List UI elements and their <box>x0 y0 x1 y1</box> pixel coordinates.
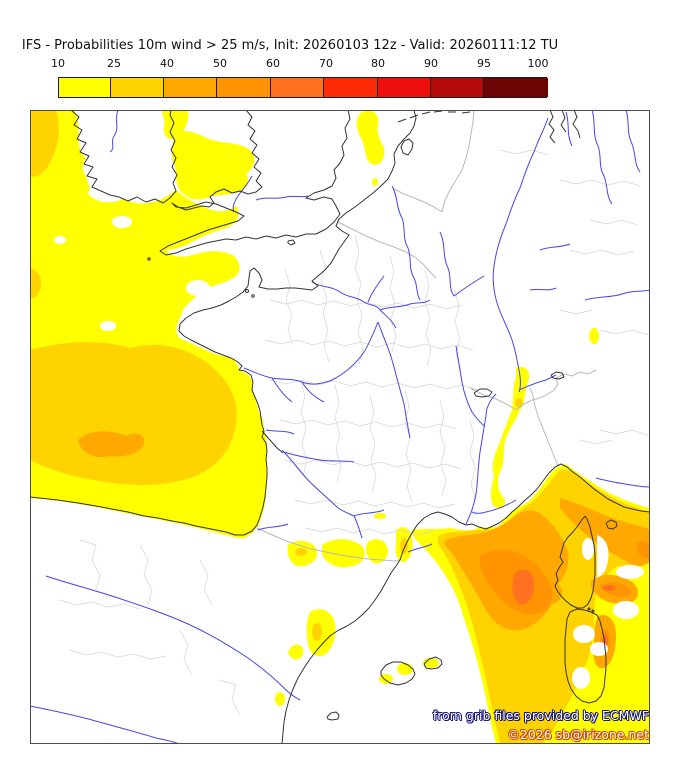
lake-constance <box>550 371 565 380</box>
colorbar-cell-25 <box>111 78 164 97</box>
rivers <box>30 110 650 744</box>
coast-mallorca <box>380 661 416 686</box>
colorbar-tick-95: 95 <box>477 57 491 70</box>
map-frame <box>30 110 650 744</box>
coast-ijsselmeer <box>400 138 414 156</box>
coast-france-med <box>399 463 650 561</box>
admin-boundaries <box>59 149 649 716</box>
colorbar-tick-10: 10 <box>51 57 65 70</box>
coast-channel-island-1 <box>245 289 249 293</box>
coast-continent-atlantic <box>30 110 417 536</box>
coast-sardinia <box>564 608 607 704</box>
probability-colorbar <box>58 77 548 98</box>
lake-geneva <box>473 388 493 398</box>
coast-maddalena-2 <box>591 609 595 613</box>
colorbar-tick-80: 80 <box>371 57 385 70</box>
colorbar-cell-80 <box>378 78 431 97</box>
mediterranean-white-gaps <box>572 535 644 689</box>
colorbar-tick-25: 25 <box>107 57 121 70</box>
coast-ireland <box>70 110 178 204</box>
colorbar-cell-50 <box>217 78 271 97</box>
colorbar-cell-70 <box>324 78 378 97</box>
colorbar-tick-50: 50 <box>213 57 227 70</box>
page-title: IFS - Probabilities 10m wind > 25 m/s, I… <box>21 38 559 53</box>
credit-copyright: ©2026 sb@irizone.net <box>507 727 649 742</box>
map-svg <box>30 110 650 744</box>
coast-gironde <box>261 430 284 454</box>
coast-corsica <box>554 515 596 609</box>
coast-great-britain <box>159 110 351 256</box>
colorbar-cell-90 <box>431 78 484 97</box>
colorbar-cell-10 <box>59 78 111 97</box>
colorbar-cell-95 <box>484 78 548 97</box>
coast-isle-of-wight <box>287 239 296 246</box>
coast-ibiza <box>326 711 340 721</box>
coast-frisian-islands <box>397 110 471 123</box>
colorbar-tick-40: 40 <box>160 57 174 70</box>
colorbar-tick-60: 60 <box>266 57 280 70</box>
colorbar-tick-90: 90 <box>424 57 438 70</box>
coastlines <box>30 110 650 744</box>
map-canvas <box>30 110 650 744</box>
colorbar-tick-70: 70 <box>319 57 333 70</box>
coast-scilly <box>147 257 151 261</box>
coast-menorca <box>423 656 443 670</box>
coast-elba <box>605 519 618 530</box>
colorbar-tick-labels: 10 25 40 50 60 70 80 90 95 100 <box>0 57 680 71</box>
colorbar-cell-60 <box>271 78 324 97</box>
field-white-gaps <box>54 216 210 331</box>
coast-german-bight <box>548 110 581 144</box>
colorbar-cell-40 <box>164 78 217 97</box>
coast-maddalena-1 <box>587 607 591 611</box>
colorbar-tick-100: 100 <box>527 57 549 70</box>
coast-channel-island-2 <box>251 294 255 298</box>
country-borders <box>256 110 597 562</box>
coast-spain-med <box>281 559 401 744</box>
credit-ecmwf: from grib files provided by ECMWF <box>432 708 649 723</box>
